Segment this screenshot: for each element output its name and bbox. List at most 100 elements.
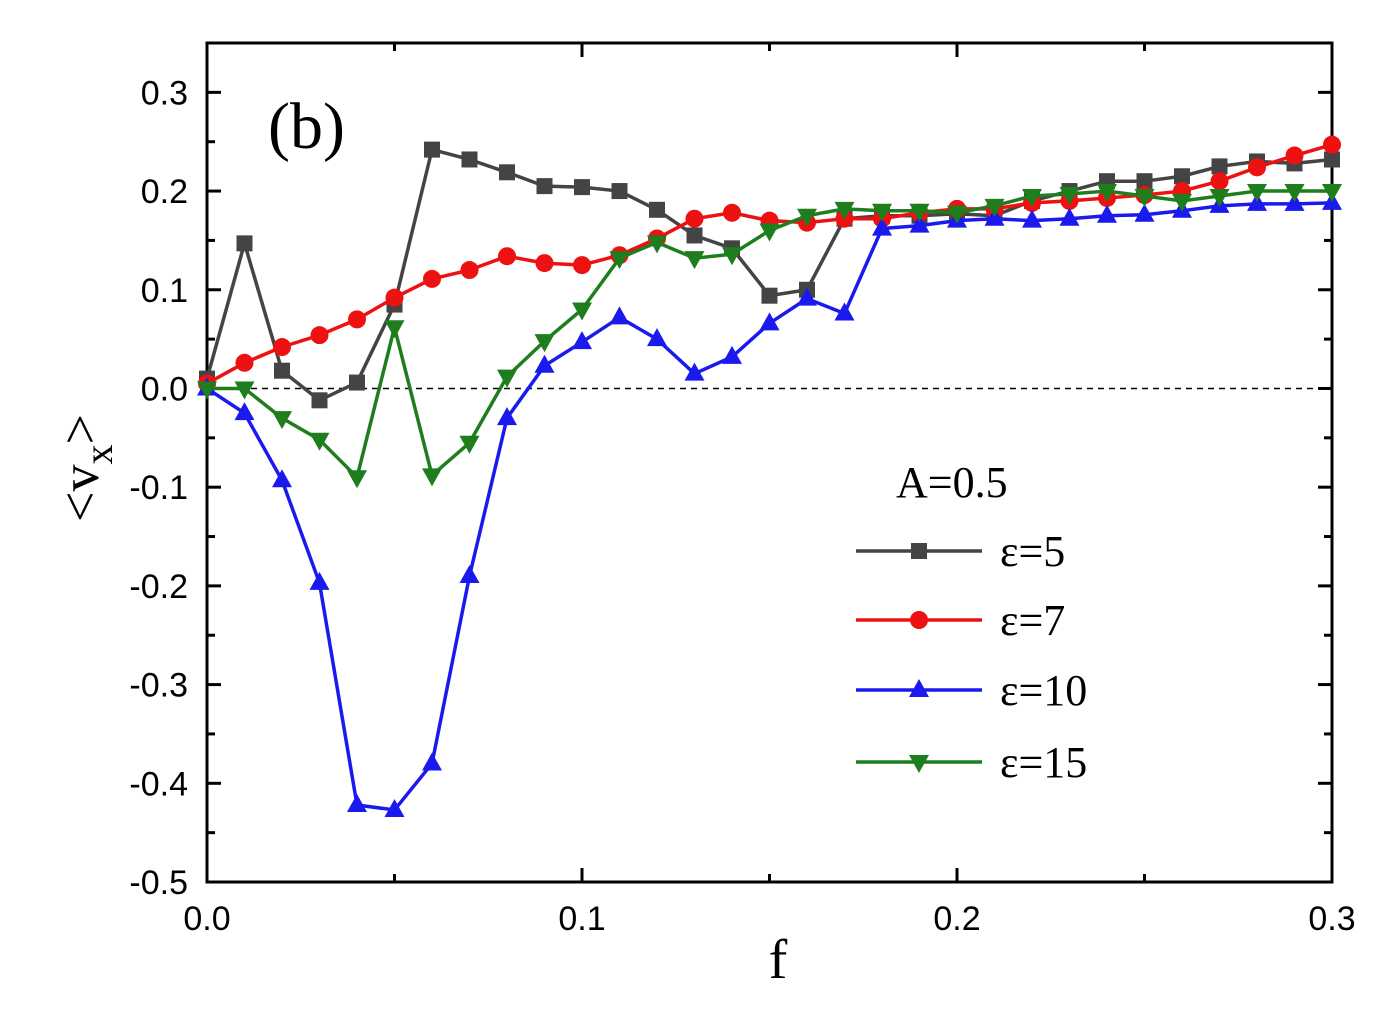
data-point bbox=[498, 247, 516, 266]
data-point bbox=[422, 468, 442, 487]
data-point bbox=[236, 235, 253, 252]
data-point bbox=[1285, 146, 1304, 165]
data-point bbox=[1136, 173, 1153, 190]
data-point bbox=[759, 223, 780, 242]
data-point bbox=[1324, 151, 1340, 168]
data-point bbox=[1248, 158, 1266, 177]
data-point bbox=[272, 411, 292, 430]
y-tick-label: 0.3 bbox=[141, 74, 188, 112]
series-3 bbox=[197, 191, 1342, 817]
data-point bbox=[1174, 168, 1190, 185]
data-point bbox=[273, 338, 291, 357]
data-point bbox=[274, 362, 290, 379]
series-1 bbox=[199, 141, 1340, 409]
data-point bbox=[1134, 203, 1155, 222]
data-point bbox=[384, 320, 405, 339]
y-tick-label: -0.5 bbox=[129, 864, 188, 902]
data-point bbox=[535, 254, 554, 273]
data-point bbox=[1210, 172, 1229, 191]
data-point bbox=[609, 251, 630, 270]
data-point bbox=[311, 392, 328, 409]
data-point bbox=[909, 203, 930, 222]
legend-entry: ε=5 bbox=[856, 527, 1065, 576]
data-point bbox=[686, 227, 703, 244]
data-point bbox=[460, 261, 479, 280]
data-point bbox=[234, 381, 255, 400]
data-point bbox=[423, 269, 441, 288]
data-point bbox=[574, 179, 590, 196]
data-point bbox=[984, 198, 1005, 217]
y-tick-label: 0.0 bbox=[141, 370, 188, 408]
data-point bbox=[1322, 184, 1342, 203]
axes-layer bbox=[205, 41, 1334, 884]
y-tick-label: 0.2 bbox=[141, 173, 188, 211]
legend-marker bbox=[911, 543, 927, 559]
data-point bbox=[1134, 188, 1155, 207]
data-point bbox=[499, 164, 515, 181]
legend-entry: ε=10 bbox=[856, 666, 1087, 715]
y-axis-label-main: <v bbox=[50, 465, 110, 522]
data-point bbox=[684, 251, 705, 270]
data-point bbox=[1097, 204, 1117, 223]
legend-label: ε=7 bbox=[1000, 596, 1065, 645]
data-point bbox=[424, 141, 440, 158]
data-point bbox=[573, 256, 591, 275]
data-point bbox=[534, 354, 555, 373]
legend-entry: ε=15 bbox=[856, 738, 1087, 787]
data-point bbox=[459, 435, 480, 454]
data-point bbox=[1209, 188, 1230, 207]
data-point bbox=[1022, 188, 1042, 207]
y-tick-label: -0.4 bbox=[129, 765, 188, 803]
data-point bbox=[497, 369, 517, 388]
data-point bbox=[647, 235, 667, 254]
series-line bbox=[206, 142, 1333, 386]
data-point bbox=[685, 209, 704, 228]
data-point bbox=[761, 287, 778, 304]
legend-label: ε=15 bbox=[1000, 738, 1087, 787]
data-point bbox=[647, 328, 667, 347]
y-tick-label: 0.1 bbox=[141, 272, 188, 310]
data-point bbox=[572, 302, 592, 321]
data-point bbox=[347, 794, 367, 813]
data-point bbox=[234, 402, 255, 421]
data-point bbox=[197, 381, 217, 400]
plot-frame bbox=[205, 41, 1334, 884]
data-point bbox=[1022, 209, 1042, 228]
data-point bbox=[759, 312, 780, 331]
series-layer bbox=[197, 135, 1342, 817]
data-point bbox=[272, 469, 292, 488]
data-point bbox=[872, 217, 892, 236]
data-point bbox=[310, 326, 329, 345]
data-point bbox=[649, 201, 665, 218]
data-point bbox=[872, 203, 892, 222]
data-point bbox=[348, 310, 366, 329]
series-line bbox=[205, 147, 1333, 403]
data-point bbox=[461, 151, 478, 168]
y-axis-label-close: > bbox=[50, 414, 110, 444]
series-4 bbox=[197, 184, 1342, 489]
y-tick-label: -0.3 bbox=[129, 667, 188, 705]
data-point bbox=[385, 288, 404, 307]
data-point bbox=[611, 183, 628, 200]
data-point bbox=[347, 470, 367, 489]
y-axis-label-subscript: x bbox=[76, 445, 121, 465]
legend-marker bbox=[910, 611, 928, 629]
y-axis-label: <vx> bbox=[50, 414, 121, 522]
data-point bbox=[536, 178, 553, 195]
data-point bbox=[834, 201, 855, 220]
svg-text:<vx>: <vx> bbox=[50, 414, 121, 522]
data-point bbox=[349, 374, 365, 391]
data-point bbox=[497, 407, 517, 426]
data-point bbox=[309, 571, 330, 590]
data-point bbox=[235, 353, 254, 372]
data-point bbox=[834, 302, 855, 321]
data-point bbox=[684, 362, 705, 381]
legend-marker bbox=[909, 679, 929, 697]
data-point bbox=[1323, 135, 1341, 154]
legend-label: ε=10 bbox=[1000, 666, 1087, 715]
data-point bbox=[572, 331, 592, 350]
x-tick-label: 0.3 bbox=[1308, 900, 1355, 938]
x-tick-label: 0.0 bbox=[183, 900, 230, 938]
data-point bbox=[1059, 207, 1080, 226]
